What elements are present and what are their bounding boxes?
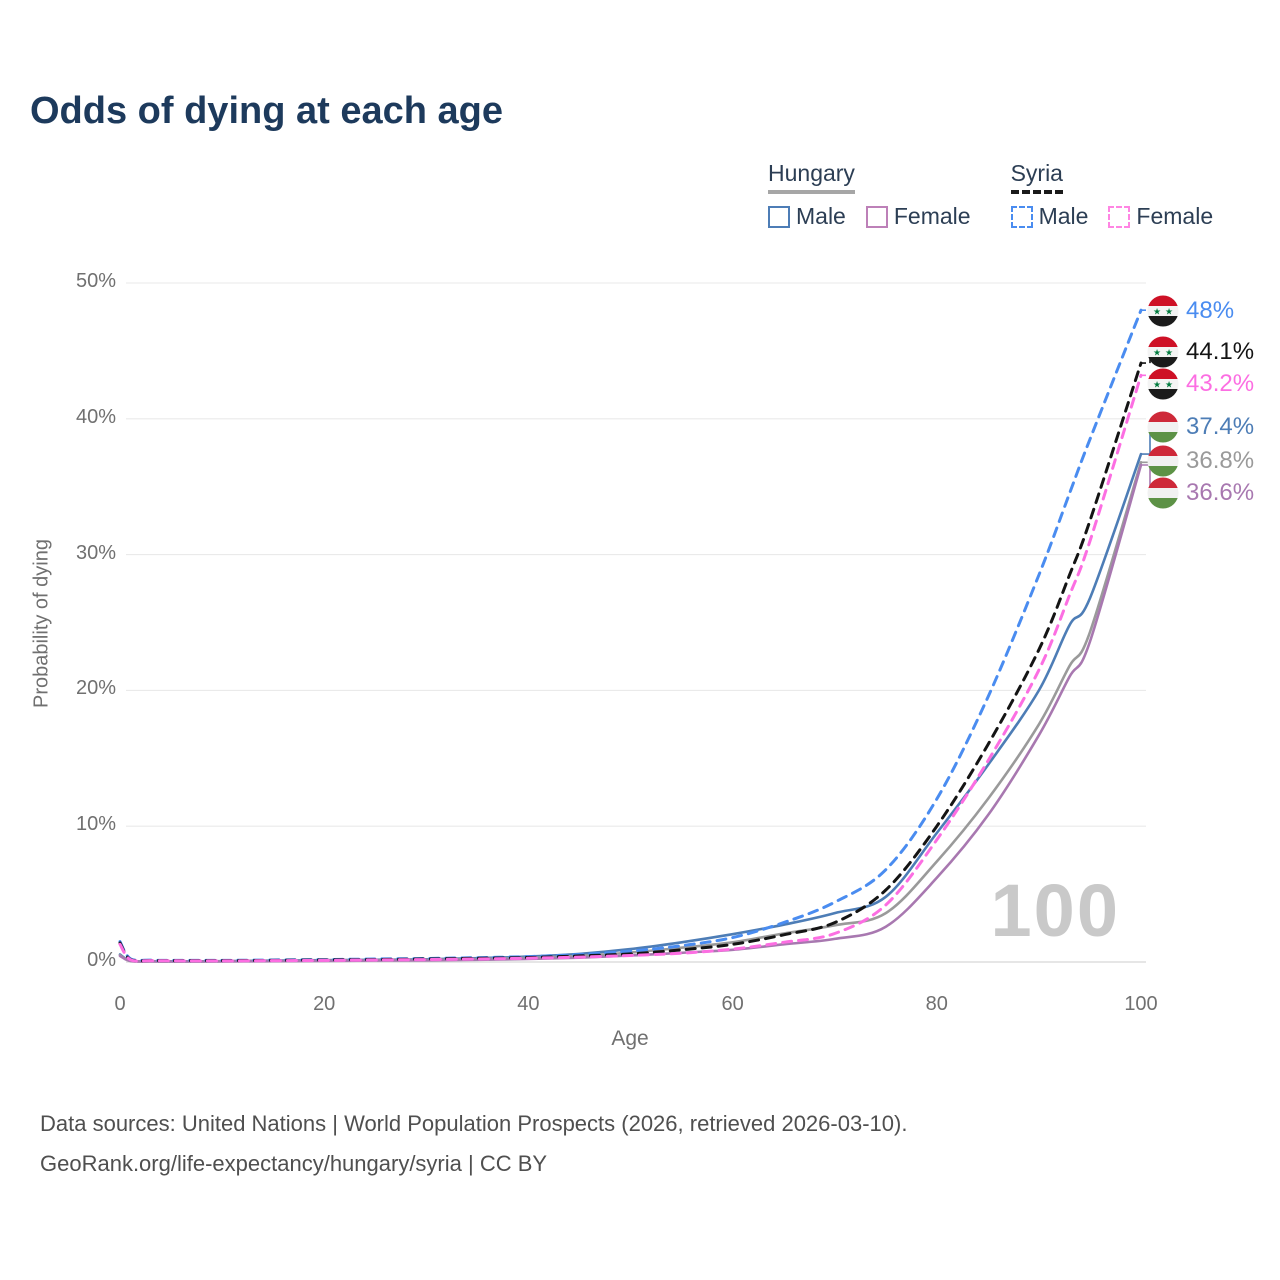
end-value-hungary-both-sexes: 36.8% xyxy=(1186,447,1255,474)
end-label-syria-female: ★ ★ 43.2% xyxy=(1147,368,1254,400)
end-value-syria-both-sexes: 44.1% xyxy=(1186,338,1255,365)
syria-flag-icon: ★ ★ xyxy=(1147,336,1179,368)
y-axis-title: Probability of dying xyxy=(30,539,53,708)
legend-checkbox-hungary-male[interactable] xyxy=(768,205,790,228)
y-tick-30%: 30% xyxy=(75,541,116,564)
hover-age-watermark: 100 xyxy=(990,869,1120,952)
y-tick-50%: 50% xyxy=(75,270,116,292)
legend-group-syria: Syria Male Female xyxy=(1010,160,1213,230)
legend-label-syria-male: Male xyxy=(1038,203,1089,229)
svg-text:★: ★ xyxy=(1165,348,1173,358)
y-tick-40%: 40% xyxy=(75,405,116,428)
x-tick-20: 20 xyxy=(313,993,336,1015)
svg-text:★: ★ xyxy=(1165,307,1173,317)
svg-text:★: ★ xyxy=(1165,380,1173,390)
footer-sources: Data sources: United Nations | World Pop… xyxy=(40,1111,908,1136)
x-tick-40: 40 xyxy=(517,993,540,1015)
end-value-syria-male: 48% xyxy=(1186,297,1235,324)
end-label-hungary-male: 37.4% xyxy=(1147,411,1254,443)
svg-text:★: ★ xyxy=(1153,348,1161,358)
legend-label-syria-female: Female xyxy=(1136,203,1214,229)
syria-flag-icon: ★ ★ xyxy=(1147,368,1179,400)
end-label-hungary-both-sexes: 36.8% xyxy=(1147,445,1254,477)
x-tick-60: 60 xyxy=(721,993,744,1015)
footer-attribution: GeoRank.org/life-expectancy/hungary/syri… xyxy=(40,1151,548,1176)
label-connector-syria-both-sexes xyxy=(1141,351,1157,364)
legend: Hungary Male Female Syria Male Female xyxy=(768,160,1213,230)
end-label-hungary-female: 36.6% xyxy=(1147,477,1254,509)
end-value-syria-female: 43.2% xyxy=(1186,370,1255,397)
x-axis-title: Age xyxy=(611,1027,649,1050)
legend-label-hungary-male: Male xyxy=(796,203,846,229)
end-value-hungary-female: 36.6% xyxy=(1186,479,1255,506)
y-tick-0%: 0% xyxy=(87,949,116,971)
end-value-hungary-male: 37.4% xyxy=(1186,413,1255,440)
legend-label-hungary-female: Female xyxy=(893,203,971,229)
syria-flag-icon: ★ ★ xyxy=(1147,295,1179,327)
legend-items-syria: Male Female xyxy=(1010,203,1213,230)
end-label-syria-both-sexes: ★ ★ 44.1% xyxy=(1147,336,1254,368)
hungary-flag-icon xyxy=(1147,477,1179,509)
chart-title: Odds of dying at each age xyxy=(30,90,503,132)
x-tick-100: 100 xyxy=(1124,993,1158,1015)
legend-group-hungary: Hungary Male Female xyxy=(768,160,971,230)
svg-text:★: ★ xyxy=(1153,307,1161,317)
legend-item-hungary-male[interactable]: Male xyxy=(768,203,846,230)
svg-text:★: ★ xyxy=(1153,380,1161,390)
legend-checkbox-syria-female[interactable] xyxy=(1108,205,1131,228)
y-tick-20%: 20% xyxy=(75,677,116,700)
legend-items-hungary: Male Female xyxy=(768,203,971,230)
series-line-syria-female[interactable] xyxy=(118,373,1143,963)
legend-checkbox-syria-male[interactable] xyxy=(1010,205,1033,228)
hungary-flag-icon xyxy=(1147,445,1179,477)
legend-country-hungary[interactable]: Hungary xyxy=(768,160,855,194)
footer: Data sources: United Nations | World Pop… xyxy=(40,1104,907,1184)
end-label-syria-male: ★ ★ 48% xyxy=(1147,295,1234,327)
series-line-syria-male[interactable] xyxy=(118,308,1143,962)
legend-country-syria[interactable]: Syria xyxy=(1010,160,1063,194)
legend-item-syria-male[interactable]: Male xyxy=(1010,203,1089,230)
x-tick-80: 80 xyxy=(925,993,948,1015)
legend-item-hungary-female[interactable]: Female xyxy=(865,203,971,230)
legend-checkbox-hungary-female[interactable] xyxy=(865,205,888,228)
x-tick-0: 0 xyxy=(114,993,126,1015)
hungary-flag-icon xyxy=(1147,411,1179,443)
legend-item-syria-female[interactable]: Female xyxy=(1108,203,1213,230)
y-tick-10%: 10% xyxy=(75,813,116,836)
